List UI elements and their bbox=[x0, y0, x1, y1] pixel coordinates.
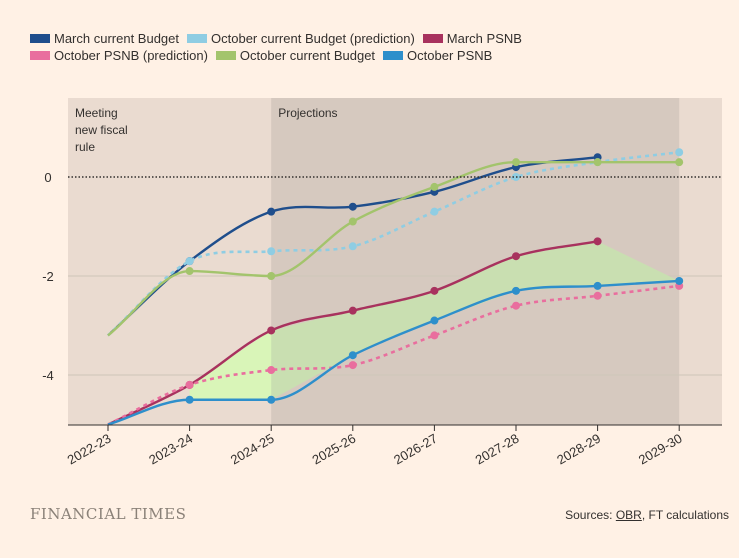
legend-item: March current Budget bbox=[30, 30, 179, 47]
data-point bbox=[185, 380, 194, 389]
legend-swatch bbox=[30, 34, 50, 43]
source-note: Sources: OBR, FT calculations bbox=[565, 508, 729, 522]
data-point bbox=[348, 351, 357, 360]
data-point bbox=[267, 207, 276, 216]
legend-item: October current Budget (prediction) bbox=[187, 30, 415, 47]
data-point bbox=[512, 301, 520, 310]
data-point bbox=[267, 395, 276, 404]
data-point bbox=[185, 395, 194, 404]
data-point bbox=[430, 316, 439, 325]
data-point bbox=[512, 158, 520, 167]
legend-label: March PSNB bbox=[446, 31, 522, 46]
x-tick-label: 2029-30 bbox=[636, 431, 685, 468]
brand-logo-text: FINANCIAL TIMES bbox=[30, 505, 187, 523]
legend-row: March current Budget October current Budg… bbox=[30, 30, 590, 47]
data-point bbox=[430, 207, 439, 216]
data-point bbox=[267, 247, 276, 256]
data-point bbox=[348, 217, 357, 226]
legend-item: October current Budget bbox=[215, 47, 376, 64]
legend-item: October PSNB bbox=[383, 47, 492, 64]
psnb-gap-fill-early bbox=[189, 330, 272, 400]
data-point bbox=[430, 182, 439, 191]
legend-item: March PSNB bbox=[422, 30, 522, 47]
legend-label: October PSNB bbox=[407, 48, 493, 63]
x-tick-label: 2022-23 bbox=[65, 431, 114, 468]
annotation-projections: Projections bbox=[278, 106, 337, 120]
legend-swatch bbox=[422, 34, 443, 43]
data-point bbox=[675, 276, 684, 285]
data-point bbox=[593, 237, 602, 246]
data-point bbox=[185, 257, 194, 266]
legend-swatch bbox=[215, 51, 236, 60]
x-tick-label: 2024-25 bbox=[228, 431, 277, 468]
x-tick-label: 2023-24 bbox=[146, 431, 195, 468]
data-point bbox=[430, 331, 439, 340]
source-prefix: Sources: bbox=[565, 508, 616, 522]
psnb-gap-fill bbox=[189, 241, 680, 400]
legend-swatch bbox=[30, 51, 50, 60]
difference-fill bbox=[189, 241, 680, 400]
y-tick-label: -2 bbox=[42, 269, 54, 284]
series-4 bbox=[107, 158, 684, 337]
chart-legend: March current Budget October current Budg… bbox=[30, 30, 590, 64]
legend-item: October PSNB (prediction) bbox=[30, 47, 208, 64]
data-point bbox=[348, 242, 357, 251]
data-point bbox=[675, 148, 684, 157]
data-point bbox=[512, 252, 520, 261]
data-point bbox=[430, 286, 439, 295]
legend-label: March current Budget bbox=[54, 31, 180, 46]
series-3 bbox=[107, 281, 684, 426]
data-point bbox=[267, 272, 276, 280]
series-5 bbox=[107, 276, 684, 426]
x-tick-label: 2025-26 bbox=[309, 431, 358, 468]
annotation-fiscal-rule: Meeting new fiscal rule bbox=[75, 106, 128, 154]
data-point bbox=[348, 361, 357, 370]
source-suffix: , FT calculations bbox=[641, 508, 729, 522]
series-1 bbox=[107, 148, 684, 337]
legend-label: October current Budget bbox=[239, 48, 376, 63]
line-chart: 0 -2 -4 2022-23 2023-24 2024-25 2025-26 2026-27… bbox=[42, 98, 722, 468]
legend-row: October PSNB (prediction) October current… bbox=[30, 47, 590, 64]
data-point bbox=[267, 366, 276, 375]
data-point bbox=[675, 158, 684, 167]
data-point bbox=[512, 286, 520, 295]
data-point bbox=[593, 158, 602, 167]
y-tick-label: -4 bbox=[42, 368, 54, 383]
y-tick-label: 0 bbox=[44, 170, 51, 185]
legend-swatch bbox=[383, 51, 404, 60]
series-line bbox=[107, 284, 680, 426]
x-tick-label: 2028-29 bbox=[554, 431, 603, 468]
legend-label: October PSNB (prediction) bbox=[54, 48, 208, 63]
data-point bbox=[348, 202, 357, 211]
data-point bbox=[593, 291, 602, 300]
series-lines bbox=[107, 148, 684, 426]
data-point bbox=[267, 326, 276, 335]
data-point bbox=[348, 306, 357, 315]
legend-swatch bbox=[187, 34, 208, 43]
data-point bbox=[593, 281, 602, 290]
data-point bbox=[185, 267, 194, 276]
source-link-obr[interactable]: OBR bbox=[615, 508, 642, 522]
series-line bbox=[107, 279, 680, 426]
x-tick-label: 2026-27 bbox=[391, 431, 440, 468]
x-tick-label: 2027-28 bbox=[473, 431, 522, 468]
legend-label: October current Budget (prediction) bbox=[211, 31, 415, 46]
annotations: Meeting new fiscal rule Projections bbox=[75, 106, 338, 154]
